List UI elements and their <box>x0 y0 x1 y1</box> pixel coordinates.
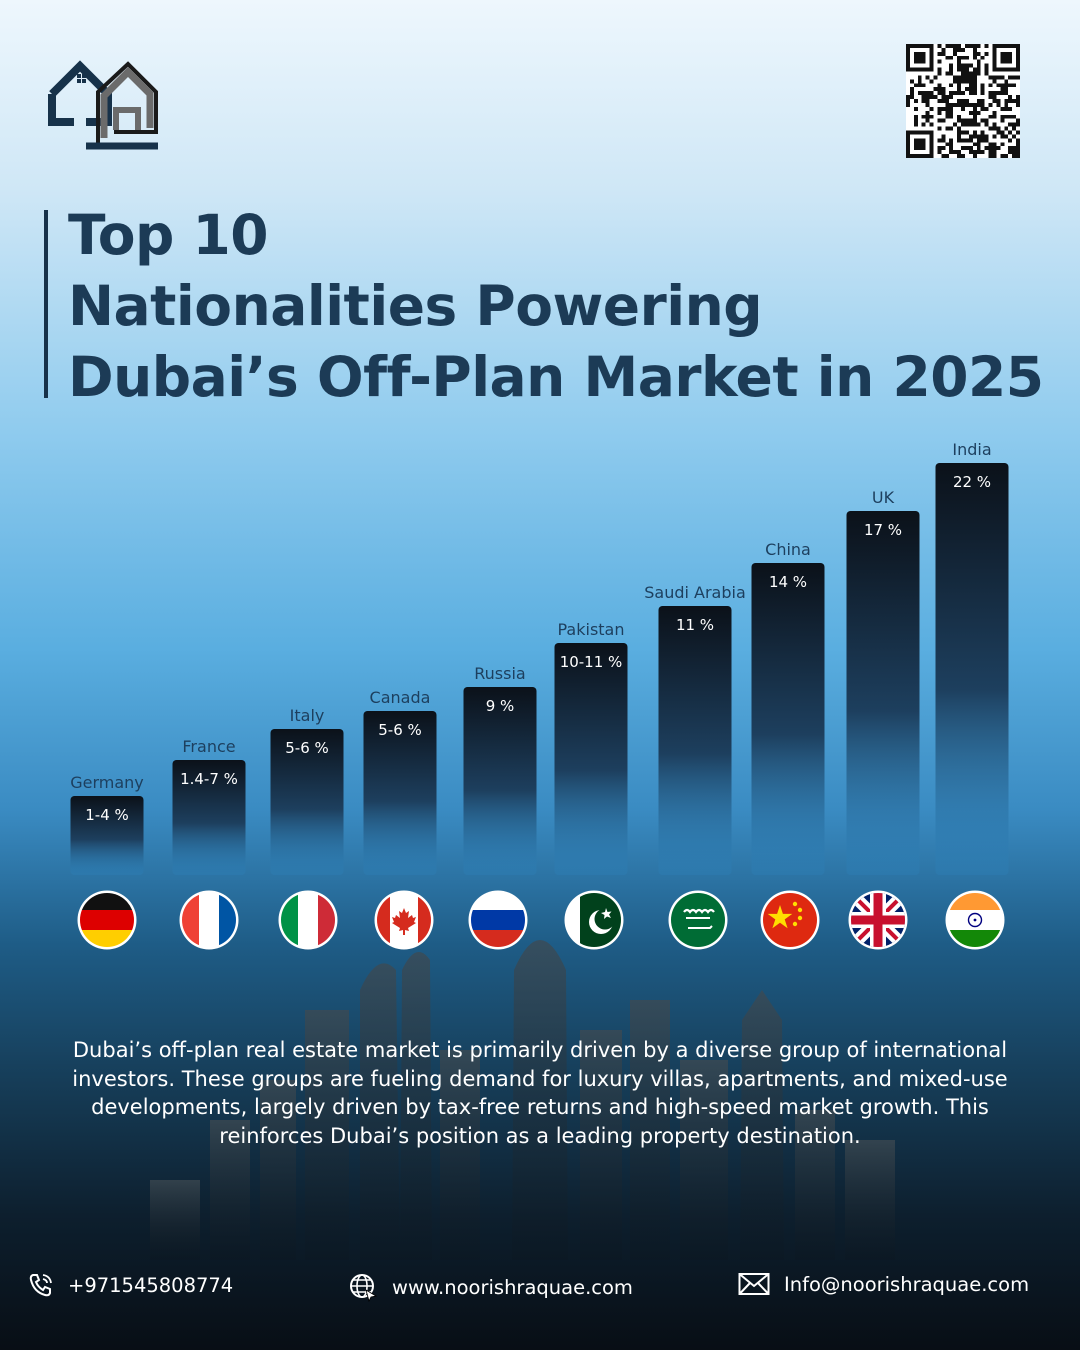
category-label: Saudi Arabia <box>644 583 746 602</box>
title-line-3: Dubai’s Off-Plan Market in 2025 <box>68 345 1044 409</box>
bar-india <box>935 463 1009 875</box>
company-logo <box>48 60 158 150</box>
email-address: Info@noorishraquae.com <box>784 1272 1030 1296</box>
phone-link[interactable]: +971545808774 <box>28 1272 233 1298</box>
value-label: 1-4 % <box>85 806 129 824</box>
india-flag-icon <box>945 890 1005 950</box>
value-label: 17 % <box>864 521 902 539</box>
bar-china <box>751 563 825 875</box>
france-flag-icon <box>179 890 239 950</box>
page-title: Top 10 Nationalities Powering Dubai’s Of… <box>68 200 1058 413</box>
envelope-icon <box>738 1273 770 1295</box>
category-label: Russia <box>474 664 525 683</box>
phone-number: +971545808774 <box>68 1273 234 1297</box>
phone-icon <box>29 1274 52 1297</box>
title-line-2: Nationalities Powering <box>68 274 763 338</box>
category-label: Italy <box>290 706 325 725</box>
bar-italy <box>270 729 344 875</box>
category-label: Canada <box>370 688 431 707</box>
saudi-arabia-flag-icon <box>668 890 728 950</box>
globe-icon <box>350 1274 378 1302</box>
bar-russia <box>463 687 537 875</box>
category-label: Pakistan <box>558 620 625 639</box>
category-label: China <box>765 540 811 559</box>
bar-france <box>172 760 246 875</box>
email-link[interactable]: Info@noorishraquae.com <box>738 1272 1029 1296</box>
bar-pakistan <box>554 643 628 875</box>
description-text: Dubai’s off-plan real estate market is p… <box>72 1038 1008 1148</box>
value-label: 14 % <box>769 573 807 591</box>
website-link[interactable]: www.noorishraquae.com <box>348 1272 633 1302</box>
category-label: France <box>182 737 235 756</box>
value-label: 5-6 % <box>378 721 422 739</box>
category-label: Germany <box>70 773 144 792</box>
website-url: www.noorishraquae.com <box>392 1275 633 1299</box>
bar-germany <box>70 796 144 875</box>
value-label: 22 % <box>953 473 991 491</box>
title-accent-bar <box>44 210 48 398</box>
bar-uk <box>846 511 920 875</box>
dubai-skyline-image <box>150 940 895 1260</box>
russia-flag-icon <box>468 890 528 950</box>
value-label: 9 % <box>486 697 515 715</box>
pakistan-flag-icon <box>564 890 624 950</box>
category-label: UK <box>872 488 895 507</box>
italy-flag-icon <box>278 890 338 950</box>
bar-saudi-arabia <box>658 606 732 875</box>
title-line-1: Top 10 <box>68 203 269 267</box>
canada-flag-icon <box>374 890 434 950</box>
china-flag-icon <box>760 890 820 950</box>
value-label: 1.4-7 % <box>180 770 238 788</box>
value-label: 10-11 % <box>560 653 623 671</box>
nationality-bar-chart: 1-4 % Germany 1.4-7 % France 5-6 % Italy 5-6 %… <box>70 440 1009 875</box>
value-label: 11 % <box>676 616 714 634</box>
bar-canada <box>363 711 437 875</box>
flag-row <box>0 888 1080 954</box>
qr-code-icon[interactable] <box>906 44 1020 158</box>
germany-flag-icon <box>77 890 137 950</box>
value-label: 5-6 % <box>285 739 329 757</box>
footer: +971545808774 www.noorishraquae.com Info… <box>0 1268 1080 1308</box>
category-label: India <box>952 440 991 459</box>
uk-flag-icon <box>848 890 908 950</box>
